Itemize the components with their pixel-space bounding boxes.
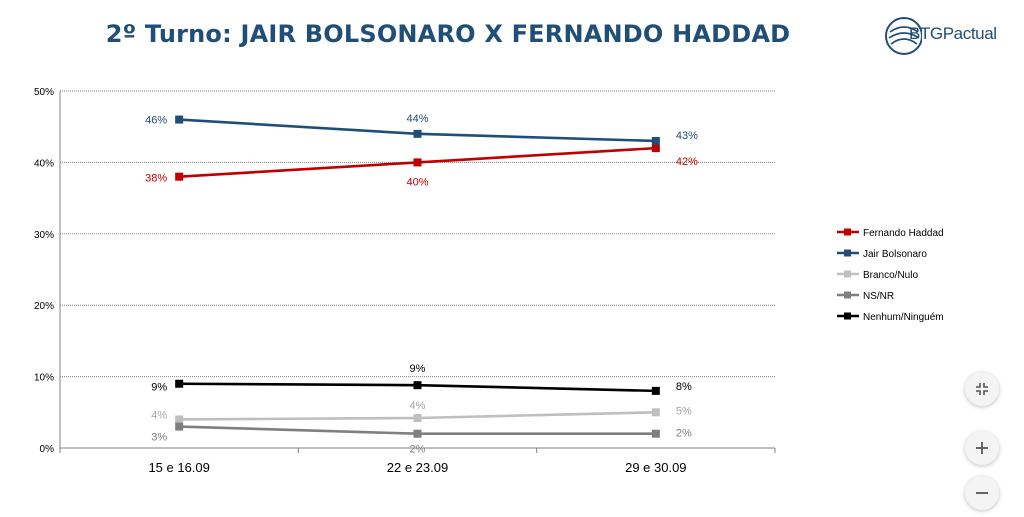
data-label-branco-nulo: 4%	[410, 400, 426, 412]
data-label-nenhum-ningu-m: 9%	[151, 382, 167, 394]
data-label-nenhum-ningu-m: 9%	[410, 363, 426, 375]
chart-axes: 0% 10% 20% 30% 40% 50% 15 e 16.09 22 e 23.09 29 …	[34, 87, 776, 475]
collapse-button[interactable]	[965, 372, 999, 406]
page-title: 2º Turno: JAIR BOLSONARO X FERNANDO HADD…	[105, 20, 791, 48]
data-label-jair-bolsonaro: 44%	[406, 113, 428, 125]
data-point-nenhum-ningu-m	[651, 386, 660, 395]
data-point-branco-nulo	[175, 415, 184, 424]
data-point-nenhum-ningu-m	[175, 379, 184, 388]
data-point-ns-nr	[651, 429, 660, 438]
y-tick-label: 40%	[34, 158, 54, 169]
legend-marker-jair-bolsonaro	[844, 249, 851, 257]
legend-marker-fernando-haddad	[844, 228, 851, 236]
data-point-branco-nulo	[651, 408, 660, 417]
data-label-fernando-haddad: 38%	[145, 173, 167, 185]
data-point-jair-bolsonaro	[413, 129, 422, 138]
collapse-icon	[976, 383, 988, 395]
x-tick-label: 15 e 16.09	[148, 460, 209, 475]
data-point-fernando-haddad	[413, 158, 422, 167]
y-tick-label: 10%	[34, 373, 54, 384]
data-point-nenhum-ningu-m	[413, 381, 422, 390]
btg-pactual-logo: BTGPactual	[882, 12, 1012, 60]
data-label-branco-nulo: 4%	[151, 409, 167, 421]
zoom-out-button[interactable]	[965, 476, 999, 510]
zoom-in-button[interactable]	[965, 431, 999, 465]
data-point-ns-nr	[175, 422, 184, 431]
data-point-jair-bolsonaro	[651, 136, 660, 145]
legend-marker-ns-nr	[844, 291, 851, 299]
y-tick-label: 0%	[40, 444, 55, 455]
x-tick-label: 22 e 23.09	[387, 460, 448, 475]
data-point-jair-bolsonaro	[175, 115, 184, 124]
legend-label-ns-nr: NS/NR	[863, 291, 894, 302]
data-point-ns-nr	[413, 429, 422, 438]
chart-legend: Fernando Haddad Jair Bolsonaro Branco/Nulo…	[837, 228, 944, 323]
y-tick-label: 30%	[34, 230, 54, 241]
data-point-fernando-haddad	[175, 172, 184, 181]
legend-marker-branco-nulo	[844, 270, 851, 278]
data-label-nenhum-ningu-m: 8%	[676, 381, 692, 393]
chart-series: 4% 4% 5% 3% 2% 2% 9% 9% 8% 38% 40% 42% 46% 44% 43%	[145, 113, 698, 456]
plus-icon	[976, 442, 988, 454]
data-label-branco-nulo: 5%	[676, 405, 692, 417]
legend-label-jair-bolsonaro: Jair Bolsonaro	[863, 249, 927, 260]
data-label-ns-nr: 2%	[676, 428, 692, 440]
minus-icon	[976, 492, 988, 494]
legend-label-fernando-haddad: Fernando Haddad	[863, 228, 944, 239]
legend-marker-nenhum-ningu-m	[844, 312, 851, 320]
legend-label-branco-nulo: Branco/Nulo	[863, 270, 918, 281]
legend-label-nenhum-ningu-m: Nenhum/Ninguém	[863, 312, 944, 323]
y-tick-label: 50%	[34, 87, 54, 98]
data-point-branco-nulo	[413, 414, 422, 423]
data-label-jair-bolsonaro: 46%	[145, 115, 167, 127]
data-label-fernando-haddad: 42%	[676, 156, 698, 168]
data-point-fernando-haddad	[651, 144, 660, 153]
x-tick-label: 29 e 30.09	[625, 460, 686, 475]
data-label-jair-bolsonaro: 43%	[676, 130, 698, 142]
data-label-ns-nr: 3%	[151, 432, 167, 444]
logo-text: BTGPactual	[909, 24, 997, 43]
y-tick-label: 20%	[34, 301, 54, 312]
data-label-ns-nr: 2%	[410, 444, 426, 456]
data-label-fernando-haddad: 40%	[406, 176, 428, 188]
